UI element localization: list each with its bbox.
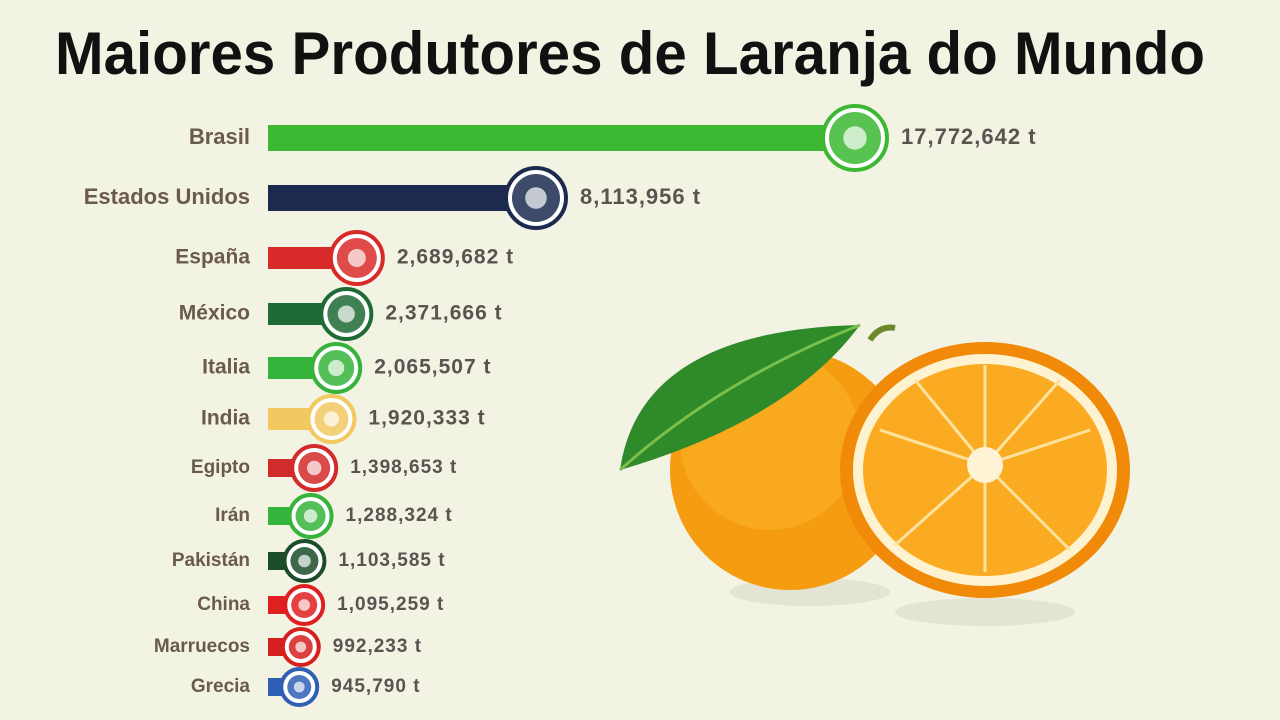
bar: [268, 125, 855, 151]
flag-center: [298, 599, 311, 611]
value-label: 1,288,324 t: [346, 505, 453, 526]
flag-center: [303, 509, 318, 523]
flag-center: [843, 126, 867, 150]
value-label: 1,398,653 t: [350, 457, 457, 478]
value-label: 2,065,507 t: [374, 356, 491, 379]
category-label: Marruecos: [154, 636, 250, 657]
flag-center: [306, 460, 322, 476]
value-label: 8,113,956 t: [580, 184, 701, 209]
category-label: Pakistán: [172, 550, 250, 571]
value-label: 1,920,333 t: [368, 407, 485, 430]
flag-center: [295, 641, 307, 653]
flag-center: [337, 305, 355, 323]
category-label: India: [201, 407, 250, 430]
flag-center: [328, 359, 345, 377]
flag-center: [525, 187, 547, 209]
value-label: 1,095,259 t: [337, 594, 444, 615]
value-label: 945,790 t: [331, 676, 420, 697]
value-label: 2,371,666 t: [385, 302, 502, 325]
value-label: 992,233 t: [333, 636, 422, 657]
category-label: China: [197, 594, 250, 615]
category-label: Egipto: [191, 457, 250, 478]
category-label: España: [175, 246, 250, 269]
flag-center: [323, 411, 340, 427]
category-label: Brasil: [189, 124, 250, 149]
value-label: 1,103,585 t: [338, 550, 445, 571]
flag-center: [298, 554, 311, 568]
category-label: México: [179, 302, 250, 325]
category-label: Irán: [215, 505, 250, 526]
value-label: 2,689,682 t: [397, 246, 514, 269]
flag-center: [293, 681, 305, 693]
chart-title: Maiores Produtores de Laranja do Mundo: [55, 20, 1205, 87]
orange-illustration: [618, 323, 1130, 626]
category-label: Estados Unidos: [84, 184, 250, 209]
category-label: Italia: [202, 356, 250, 379]
bar: [268, 185, 536, 211]
category-label: Grecia: [191, 676, 251, 697]
flag-center: [347, 249, 366, 267]
value-label: 17,772,642 t: [901, 124, 1037, 149]
